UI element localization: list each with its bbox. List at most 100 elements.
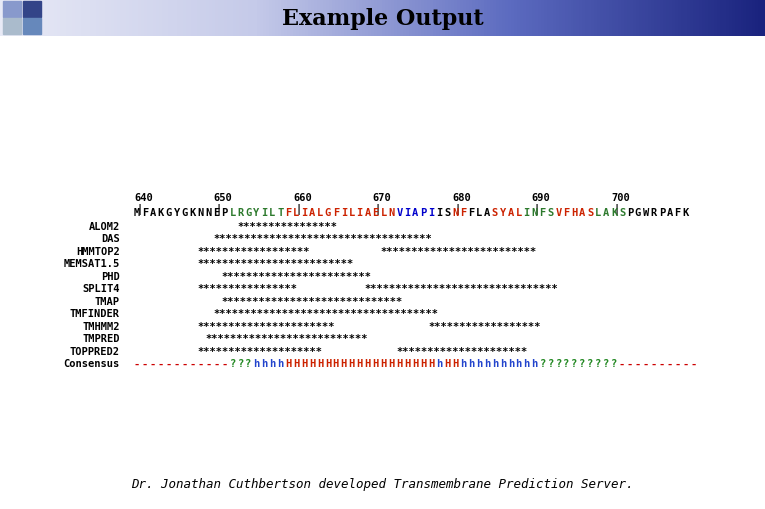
Text: V: V xyxy=(396,207,402,217)
Text: HMMTOP2: HMMTOP2 xyxy=(76,246,120,256)
Text: H: H xyxy=(317,359,323,369)
Text: Consensus: Consensus xyxy=(63,359,120,369)
Text: Y: Y xyxy=(500,207,506,217)
Text: h: h xyxy=(269,359,275,369)
Text: ******************: ****************** xyxy=(428,321,541,331)
Text: |: | xyxy=(375,204,381,215)
Text: I: I xyxy=(301,207,308,217)
Text: Y: Y xyxy=(253,207,259,217)
Text: A: A xyxy=(412,207,418,217)
Text: F: F xyxy=(142,207,148,217)
Text: -: - xyxy=(666,359,673,369)
Text: |: | xyxy=(454,204,461,215)
Text: H: H xyxy=(404,359,411,369)
Text: **********************: ********************** xyxy=(197,321,335,331)
Text: F: F xyxy=(468,207,474,217)
Text: -: - xyxy=(619,359,625,369)
Text: ******************: ****************** xyxy=(197,246,310,256)
Text: H: H xyxy=(365,359,371,369)
Text: 640: 640 xyxy=(134,192,153,203)
Text: -: - xyxy=(675,359,681,369)
Text: A: A xyxy=(603,207,609,217)
Text: *********************: ********************* xyxy=(396,346,528,356)
Text: H: H xyxy=(412,359,418,369)
Text: H: H xyxy=(444,359,451,369)
Text: H: H xyxy=(340,359,347,369)
Text: |: | xyxy=(534,204,540,215)
Text: ?: ? xyxy=(230,359,236,369)
Text: ***********************************: *********************************** xyxy=(213,234,432,244)
Text: ?: ? xyxy=(595,359,601,369)
Text: H: H xyxy=(349,359,355,369)
Text: 660: 660 xyxy=(293,192,312,203)
Text: S: S xyxy=(444,207,451,217)
Text: Y: Y xyxy=(174,207,180,217)
Text: DAS: DAS xyxy=(101,234,120,244)
Text: K: K xyxy=(190,207,196,217)
Text: -: - xyxy=(134,359,140,369)
Text: F: F xyxy=(460,207,466,217)
Text: K: K xyxy=(611,207,617,217)
Text: H: H xyxy=(452,359,458,369)
Text: |: | xyxy=(216,204,222,215)
Text: I: I xyxy=(340,207,347,217)
Text: I: I xyxy=(404,207,411,217)
Text: H: H xyxy=(396,359,402,369)
Text: H: H xyxy=(373,359,379,369)
Text: R: R xyxy=(237,207,243,217)
Text: G: G xyxy=(325,207,331,217)
Text: P: P xyxy=(659,207,665,217)
Text: h: h xyxy=(460,359,466,369)
Text: ****************: **************** xyxy=(237,221,337,231)
Text: -: - xyxy=(221,359,228,369)
Text: L: L xyxy=(293,207,299,217)
Text: L: L xyxy=(349,207,355,217)
Text: -: - xyxy=(206,359,212,369)
Text: S: S xyxy=(492,207,498,217)
Text: H: H xyxy=(571,207,578,217)
Text: ?: ? xyxy=(563,359,570,369)
Text: I: I xyxy=(261,207,268,217)
Bar xyxy=(3,2,21,18)
Text: E: E xyxy=(213,207,220,217)
Text: L: L xyxy=(380,207,386,217)
Text: H: H xyxy=(428,359,435,369)
Text: W: W xyxy=(643,207,649,217)
Text: L: L xyxy=(516,207,522,217)
Text: h: h xyxy=(532,359,538,369)
Text: ALOM2: ALOM2 xyxy=(89,221,120,231)
Text: L: L xyxy=(269,207,275,217)
Text: T: T xyxy=(277,207,283,217)
Text: |: | xyxy=(136,204,142,215)
Text: F: F xyxy=(563,207,570,217)
Text: *****************************: ***************************** xyxy=(221,296,402,306)
Text: L: L xyxy=(317,207,323,217)
Text: -: - xyxy=(142,359,148,369)
Text: I: I xyxy=(428,207,435,217)
Text: h: h xyxy=(516,359,522,369)
Text: V: V xyxy=(555,207,562,217)
Text: P: P xyxy=(221,207,228,217)
Text: H: H xyxy=(420,359,426,369)
Text: -: - xyxy=(190,359,196,369)
Text: -: - xyxy=(213,359,220,369)
Text: ?: ? xyxy=(588,359,594,369)
Text: -: - xyxy=(182,359,188,369)
Text: -: - xyxy=(158,359,164,369)
Text: h: h xyxy=(500,359,506,369)
Text: ?: ? xyxy=(246,359,252,369)
Text: N: N xyxy=(389,207,395,217)
Text: -: - xyxy=(682,359,688,369)
Text: H: H xyxy=(389,359,395,369)
Bar xyxy=(23,2,41,18)
Text: *******************************: ******************************* xyxy=(365,284,558,294)
Text: H: H xyxy=(380,359,386,369)
Text: A: A xyxy=(150,207,156,217)
Text: h: h xyxy=(483,359,490,369)
Text: TMHMM2: TMHMM2 xyxy=(83,321,120,331)
Text: I: I xyxy=(436,207,442,217)
Text: -: - xyxy=(174,359,180,369)
Text: G: G xyxy=(635,207,641,217)
Text: -: - xyxy=(627,359,633,369)
Bar xyxy=(23,19,41,35)
